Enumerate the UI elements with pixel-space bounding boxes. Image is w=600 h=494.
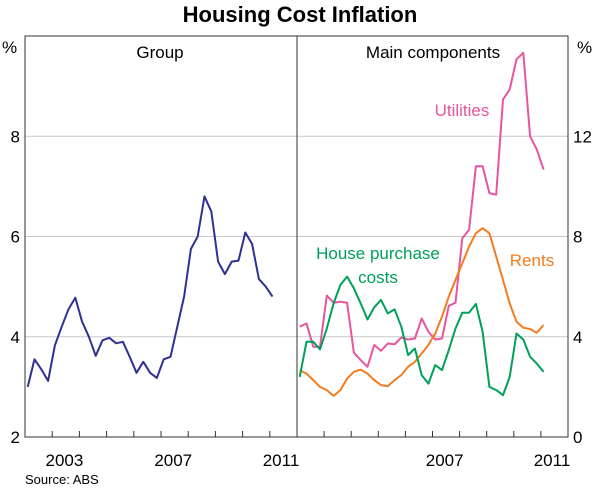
y-tick-label: 2 [11, 428, 20, 447]
y-tick-label: 0 [573, 428, 582, 447]
x-tick-label: 2011 [534, 451, 571, 470]
label-utilities: Utilities [435, 101, 490, 120]
label-rents: Rents [510, 251, 554, 270]
series-layer [26, 51, 545, 397]
series-line-group [26, 195, 274, 388]
chart-title: Housing Cost Inflation [183, 2, 418, 27]
x-tick-label: 2003 [46, 451, 84, 470]
y-tick-label: 6 [11, 228, 20, 247]
series-line-house-purchase-costs [298, 275, 545, 397]
gridlines [25, 135, 568, 338]
x-tick-label: 2007 [426, 451, 464, 470]
panel-title-group: Group [136, 43, 183, 62]
y-tick-label: 8 [11, 127, 20, 146]
series-line-rents [299, 227, 545, 397]
y-tick-label: 4 [11, 328, 20, 347]
left-y-unit: % [2, 38, 17, 57]
label-costs: costs [358, 268, 398, 287]
x-tick-label: 2007 [154, 451, 192, 470]
y-tick-label: 4 [573, 328, 582, 347]
y-tick-label: 8 [573, 228, 582, 247]
right-y-unit: % [577, 38, 592, 57]
source-note: Source: ABS [25, 472, 99, 487]
y-tick-label: 12 [573, 127, 592, 146]
panel-title-main-components: Main components [366, 43, 500, 62]
label-house-purchase: House purchase [316, 244, 440, 263]
series-line-utilities [299, 51, 545, 368]
x-tick-label: 2011 [263, 451, 300, 470]
